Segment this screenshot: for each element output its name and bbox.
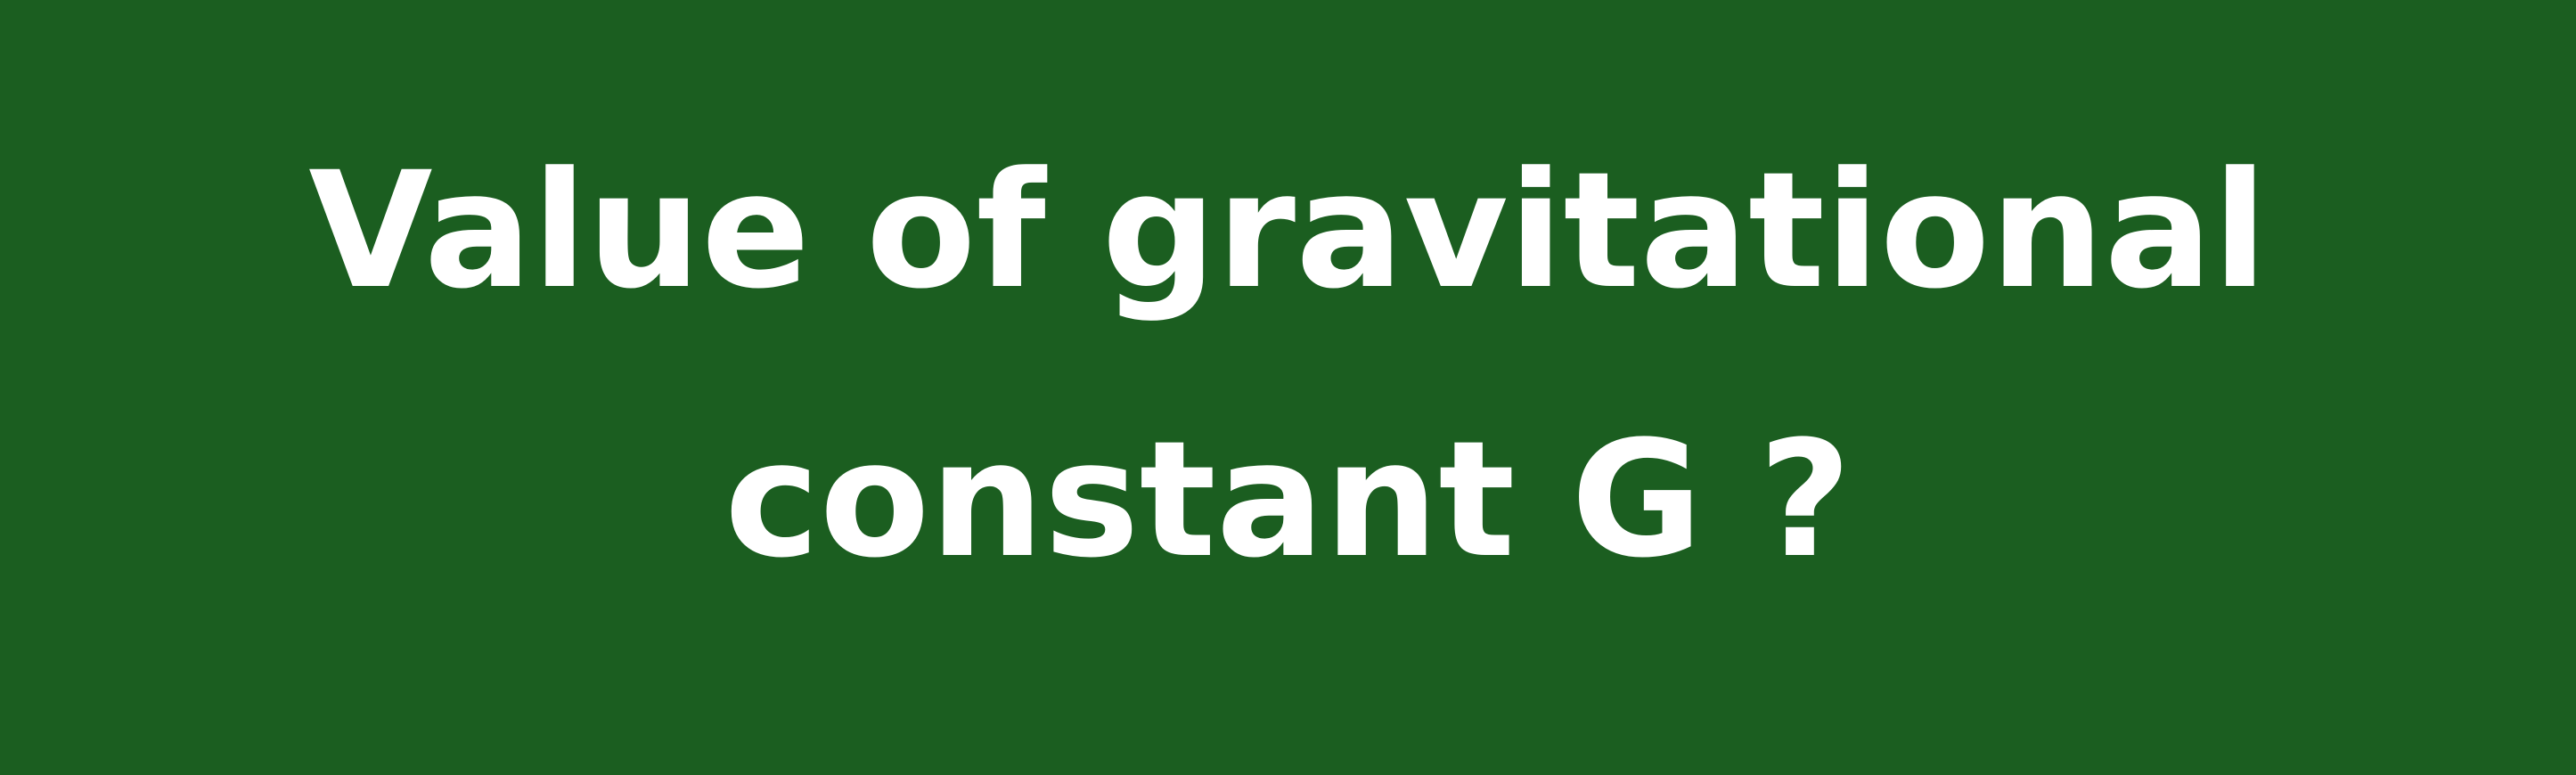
question-line-1: Value of gravitational <box>308 138 2268 324</box>
question-line-2: constant G ? <box>724 407 1852 593</box>
